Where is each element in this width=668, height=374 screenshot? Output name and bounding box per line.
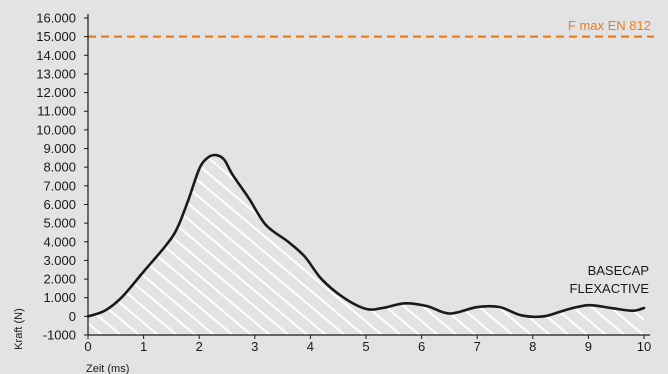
- x-tick-label: 1: [140, 339, 147, 354]
- y-tick-label: 2.000: [43, 272, 76, 287]
- x-tick-label: 10: [637, 339, 651, 354]
- y-tick-label: 16.000: [36, 11, 76, 26]
- y-tick-label: 14.000: [36, 48, 76, 63]
- y-tick-label: 0: [69, 309, 76, 324]
- y-tick-label: 10.000: [36, 122, 76, 137]
- x-tick-label: 6: [418, 339, 425, 354]
- x-tick-label: 8: [529, 339, 536, 354]
- y-tick-label: 13.000: [36, 66, 76, 81]
- x-axis-title: Zeit (ms): [86, 363, 129, 374]
- y-tick-label: 11.000: [37, 104, 76, 119]
- y-tick-label: 4.000: [43, 234, 76, 249]
- y-tick-label: 9.000: [43, 141, 76, 156]
- y-axis-title: Kraft (N): [13, 308, 25, 350]
- y-tick-label: 5.000: [43, 216, 76, 231]
- y-tick-label: 7.000: [43, 178, 76, 193]
- y-tick-label: 3.000: [43, 253, 76, 268]
- x-tick-label: 2: [196, 339, 203, 354]
- reference-line-label: F max EN 812: [568, 18, 651, 33]
- series-label-line-1: BASECAP: [588, 263, 649, 278]
- x-tick-label: 5: [362, 339, 369, 354]
- series-area-0: [88, 154, 644, 335]
- x-tick-label: 0: [84, 339, 91, 354]
- y-tick-label: 1.000: [43, 290, 76, 305]
- x-tick-label: 3: [251, 339, 258, 354]
- y-tick-label: 12.000: [36, 85, 76, 100]
- y-tick-label: 8.000: [43, 160, 76, 175]
- series-label-line-2: FLEXACTIVE: [570, 281, 650, 296]
- series-line-0: [86, 153, 646, 319]
- x-tick-label: 9: [585, 339, 592, 354]
- x-tick-label: 4: [307, 339, 314, 354]
- y-tick-label: 6.000: [43, 197, 76, 212]
- y-tick-label: -1000: [43, 328, 76, 343]
- y-tick-label: 15.000: [36, 29, 76, 44]
- x-tick-label: 7: [474, 339, 481, 354]
